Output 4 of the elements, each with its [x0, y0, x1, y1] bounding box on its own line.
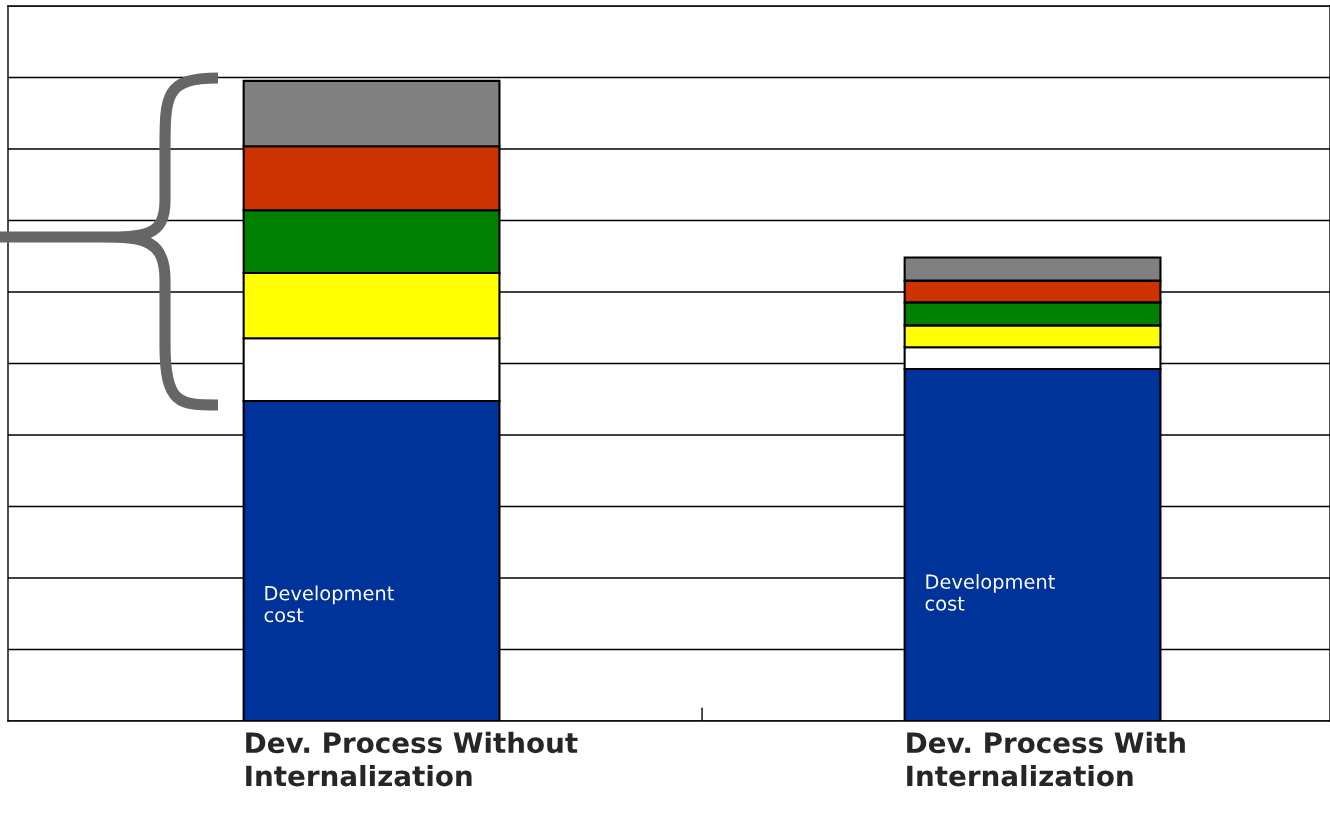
x-tick-label: Dev. Process Without Internalization [246, 731, 578, 787]
x-tick-label: Dev. Process With Internalization [907, 731, 1185, 787]
series-label: Development cost [925, 573, 1055, 611]
text: Development cost [264, 585, 394, 623]
